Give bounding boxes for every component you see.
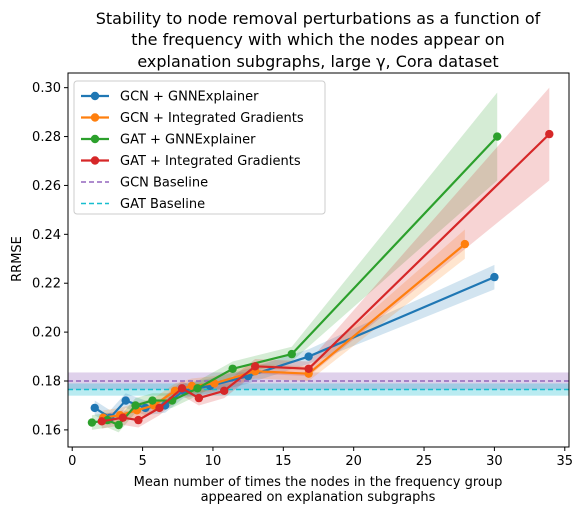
y-tick-label-0: 0.16 <box>32 423 61 438</box>
series-2-point-7 <box>228 364 237 373</box>
x-tick-label-2: 10 <box>205 454 222 469</box>
x-tick-label-1: 5 <box>138 454 146 469</box>
plot-frame <box>67 72 570 448</box>
series-2-point-0 <box>87 418 97 427</box>
legend: GCN + GNNExplainer GCN + Integrated Gradi… <box>73 80 326 215</box>
y-tick-label-3: 0.22 <box>32 277 61 292</box>
series-2-point-3 <box>131 401 140 410</box>
chart-title-line-1: Stability to node removal perturbations … <box>96 9 541 28</box>
y-tick-label-7: 0.30 <box>32 81 61 96</box>
y-axis: 0.16 0.18 0.20 0.22 0.24 0.26 0.28 0.30 <box>32 81 68 438</box>
y-tick-label-2: 0.20 <box>32 326 61 341</box>
series-0-point-9 <box>490 272 499 282</box>
series-0-point-8 <box>304 352 313 361</box>
chart-title-line-2: the frequency with which the nodes appea… <box>131 30 504 49</box>
y-tick-label-5: 0.26 <box>32 179 61 194</box>
x-tick-label-5: 25 <box>416 454 433 469</box>
x-axis-label-line-1: Mean number of times the nodes in the fr… <box>134 475 503 490</box>
series-1-point-9 <box>460 239 470 249</box>
x-tick-label-7: 35 <box>557 454 574 469</box>
series-line-3 <box>101 133 551 423</box>
x-tick-label-4: 20 <box>345 454 362 469</box>
chart-title: Stability to node removal perturbations … <box>96 9 541 71</box>
series-0-point-0 <box>90 403 99 413</box>
legend-label-3: GAT + Integrated Gradients <box>120 154 301 169</box>
series-3-point-7 <box>250 362 260 371</box>
series-2-point-4 <box>148 396 157 405</box>
chart-title-line-3: explanation subgraphs, large γ, Cora dat… <box>137 52 498 71</box>
x-tick-label-0: 0 <box>68 454 76 469</box>
x-tick-label-3: 15 <box>275 454 292 469</box>
series-3-point-9 <box>545 129 554 139</box>
legend-label-1: GCN + Integrated Gradients <box>120 111 304 126</box>
y-tick-label-1: 0.18 <box>32 375 61 390</box>
series-3-point-8 <box>304 364 313 373</box>
series-3-point-0 <box>97 417 106 426</box>
series-3-point-2 <box>134 415 143 425</box>
legend-marker-0 <box>90 91 100 101</box>
y-tick-label-4: 0.24 <box>32 228 61 243</box>
series-3-point-4 <box>177 384 187 393</box>
legend-marker-2 <box>90 134 100 144</box>
plot-area <box>68 87 569 433</box>
series-2-point-2 <box>114 420 123 430</box>
series-3-point-5 <box>194 393 204 403</box>
y-axis-label: RRMSE <box>10 236 25 282</box>
series-2-point-6 <box>193 384 202 393</box>
x-tick-label-6: 30 <box>486 454 503 469</box>
series-3-point-3 <box>155 403 164 413</box>
x-axis: 0 5 10 15 20 25 30 35 <box>68 447 573 469</box>
series-2-point-8 <box>287 349 296 359</box>
legend-label-2: GAT + GNNExplainer <box>120 133 256 148</box>
series-0-point-2 <box>121 396 130 405</box>
series-3-point-1 <box>118 413 128 422</box>
series-3-point-6 <box>220 386 229 395</box>
legend-marker-1 <box>90 113 100 122</box>
legend-label-4: GCN Baseline <box>120 176 208 191</box>
legend-box <box>73 80 326 215</box>
legend-label-0: GCN + GNNExplainer <box>120 90 259 105</box>
legend-marker-3 <box>90 156 100 165</box>
series-2-point-9 <box>493 132 502 141</box>
x-axis-label-line-2: appeared on explanation subgraphs <box>201 490 436 505</box>
series-line-2 <box>91 135 499 427</box>
legend-label-5: GAT Baseline <box>120 197 205 212</box>
y-tick-label-6: 0.28 <box>32 130 61 145</box>
